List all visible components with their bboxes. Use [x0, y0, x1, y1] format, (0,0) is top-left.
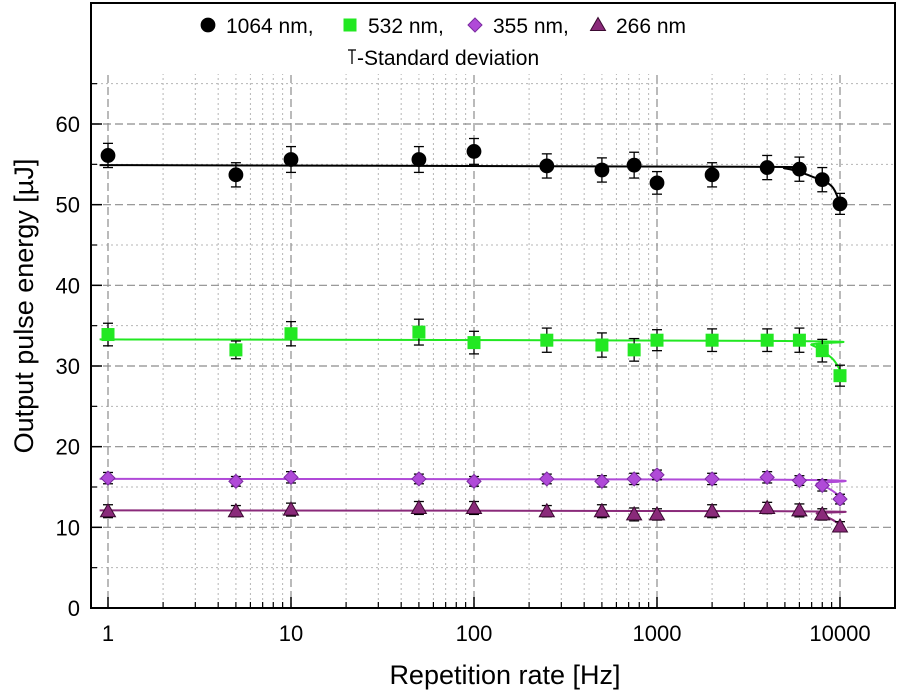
- legend-label: 355 nm,: [493, 15, 569, 38]
- fit-line-266nm: [99, 509, 847, 526]
- point-355nm: [283, 469, 299, 486]
- plot-frame: [90, 2, 896, 609]
- legend-marker: [343, 18, 357, 32]
- point-532nm: [815, 344, 829, 358]
- point-1064nm: [283, 152, 299, 167]
- legend-box: [92, 4, 894, 74]
- point-532nm: [595, 338, 609, 352]
- y-tick-label: 0: [68, 596, 80, 621]
- point-1064nm: [792, 161, 807, 177]
- y-tick-label: 20: [56, 435, 80, 460]
- y-tick-label: 30: [56, 354, 80, 379]
- point-1064nm: [704, 167, 720, 183]
- point-355nm: [466, 473, 482, 490]
- point-355nm: [594, 473, 610, 490]
- legend-marker: [200, 17, 216, 33]
- point-532nm: [705, 333, 719, 347]
- point-532nm: [229, 343, 243, 357]
- point-1064nm: [100, 148, 116, 163]
- point-532nm: [650, 333, 664, 347]
- tick-labels: 1 10 100 1000 10000 0 10 20 30 40 50 60: [56, 112, 871, 646]
- fit-line-532nm: [99, 338, 845, 371]
- legend-label: 532 nm,: [368, 15, 444, 38]
- point-355nm: [704, 471, 720, 487]
- y-axis-title: Output pulse energy [µJ]: [9, 159, 39, 454]
- point-1064nm: [759, 160, 775, 175]
- point-1064nm: [626, 157, 642, 173]
- point-532nm: [760, 333, 774, 347]
- y-tick-label: 10: [56, 515, 80, 540]
- point-266nm: [282, 501, 300, 516]
- x-tick-label: 10000: [809, 621, 870, 646]
- point-1064nm: [814, 172, 830, 188]
- point-532nm: [412, 325, 426, 339]
- y-tick-label: 40: [56, 273, 80, 298]
- point-532nm: [467, 336, 481, 350]
- point-266nm: [410, 499, 428, 514]
- x-tick-label: 1000: [633, 621, 682, 646]
- point-266nm: [625, 505, 643, 521]
- point-532nm: [792, 333, 806, 347]
- point-355nm: [539, 471, 555, 487]
- point-266nm: [538, 502, 556, 518]
- point-1064nm: [411, 152, 427, 167]
- point-266nm: [227, 502, 245, 518]
- point-532nm: [627, 343, 641, 357]
- point-532nm: [284, 327, 298, 341]
- x-tick-label: 1: [102, 621, 114, 646]
- point-355nm: [814, 477, 830, 494]
- legend-marker: [589, 16, 607, 31]
- point-355nm: [411, 471, 427, 487]
- point-266nm: [703, 502, 721, 518]
- point-1064nm: [832, 196, 848, 212]
- point-355nm: [791, 472, 808, 489]
- legend-label: 1064 nm,: [226, 15, 314, 38]
- legend-marker: [467, 17, 483, 33]
- point-266nm: [648, 505, 666, 521]
- legend-note: -Standard deviation: [357, 47, 539, 70]
- point-266nm: [791, 501, 808, 517]
- point-266nm: [831, 518, 849, 533]
- point-355nm: [626, 471, 642, 487]
- point-532nm: [540, 333, 554, 347]
- x-tick-label: 100: [456, 621, 493, 646]
- point-355nm: [100, 470, 116, 486]
- point-355nm: [759, 469, 775, 486]
- legend-label: 266 nm: [616, 15, 686, 38]
- point-1064nm: [466, 144, 482, 159]
- fit-line-355nm: [99, 477, 847, 498]
- point-266nm: [593, 502, 611, 518]
- y-tick-label: 50: [56, 193, 80, 218]
- x-axis-title: Repetition rate [Hz]: [389, 660, 620, 690]
- point-1064nm: [649, 175, 665, 191]
- point-355nm: [228, 473, 244, 490]
- point-266nm: [758, 499, 776, 514]
- point-1064nm: [594, 162, 610, 178]
- point-355nm: [649, 467, 665, 483]
- point-266nm: [99, 502, 117, 518]
- y-tick-label: 60: [56, 112, 80, 137]
- point-266nm: [813, 505, 831, 521]
- point-266nm: [465, 499, 483, 514]
- point-532nm: [833, 369, 847, 383]
- point-532nm: [101, 328, 115, 342]
- point-1064nm: [228, 167, 244, 183]
- axis-ticks: [91, 83, 841, 609]
- point-1064nm: [539, 158, 555, 174]
- x-tick-label: 10: [279, 621, 303, 646]
- data-points: [99, 144, 849, 533]
- point-355nm: [832, 491, 848, 507]
- legend: 1064 nm, 532 nm, 355 nm, 266 nm: [92, 4, 894, 74]
